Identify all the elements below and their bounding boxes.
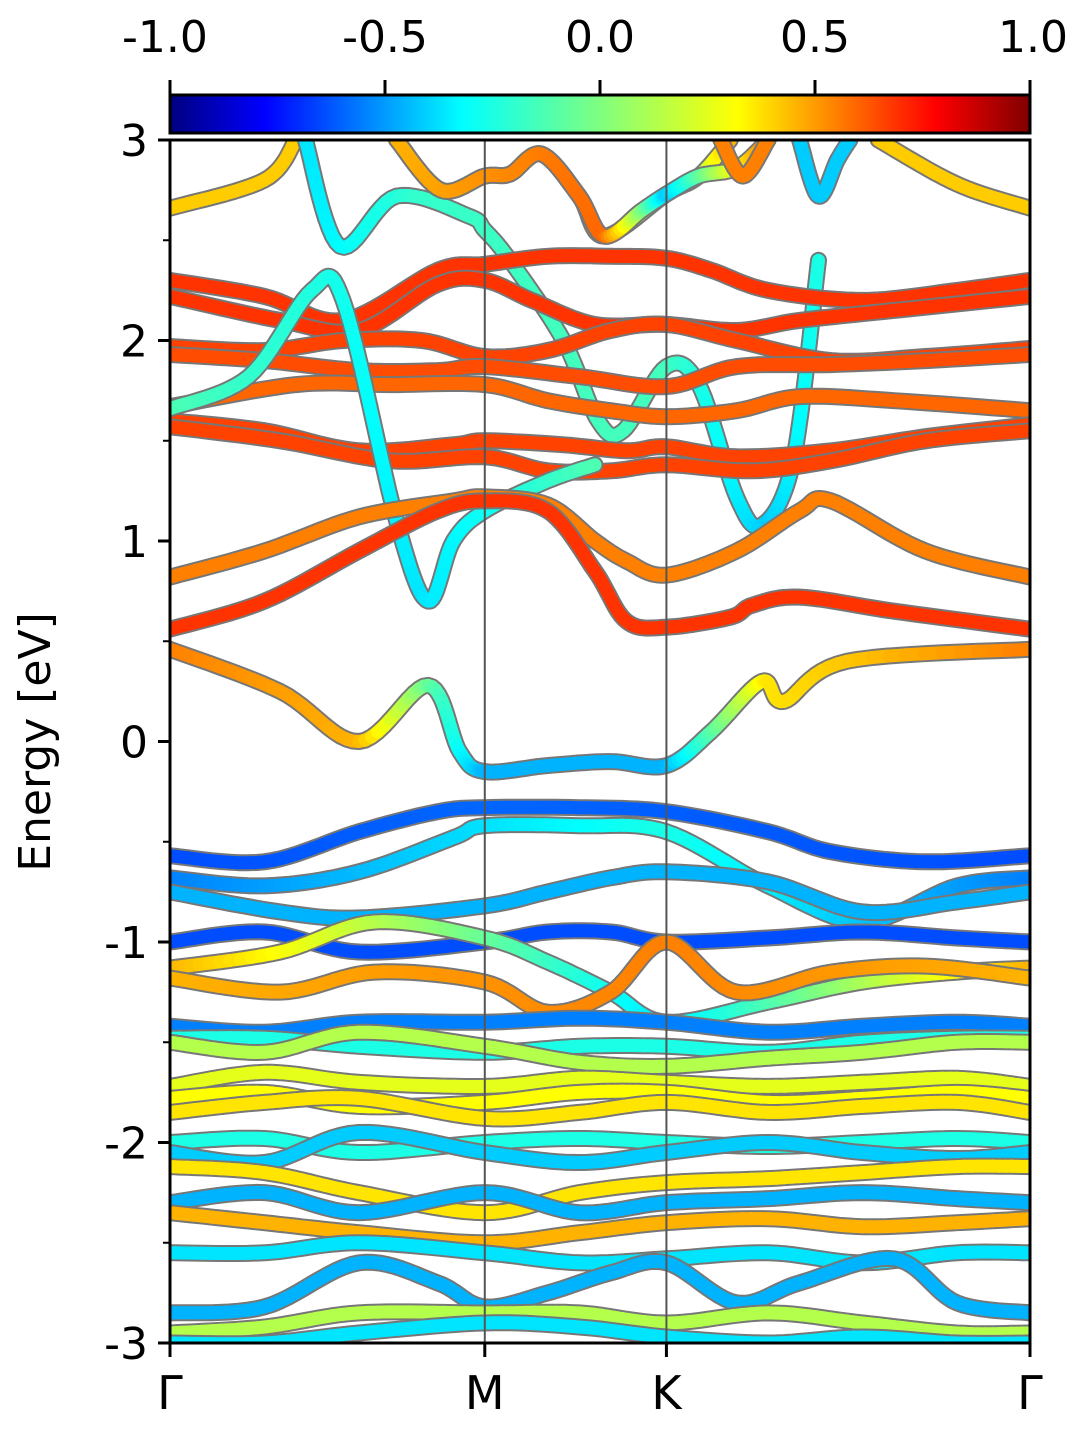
colorbar [170,95,1030,133]
colorbar-tick-label: -1.0 [122,12,208,63]
y-tick-label: -3 [104,1319,148,1370]
band-lines [170,140,1030,1344]
band-18 [170,807,1030,863]
y-tick-label: -1 [104,918,148,969]
y-axis-label: Energy [eV] [10,612,61,872]
band-segment [593,465,595,466]
x-tick-label: M [465,1366,505,1420]
colorbar-tick-label: 0.5 [780,12,850,63]
y-axis: -3 -2 -1 0 1 2 3 [104,116,170,1370]
colorbar-tick-label: -0.5 [342,12,428,63]
y-tick-label: 0 [120,718,148,769]
band-24 [170,1018,1030,1032]
band-segment [817,260,818,270]
band-5 [800,140,850,196]
y-tick-label: 3 [120,116,148,167]
colorbar-ticks: -1.0 -0.5 0.0 0.5 1.0 [122,12,1068,95]
band-17 [170,649,1030,772]
x-tick-label: Γ [157,1366,183,1420]
x-tick-label: K [651,1366,683,1420]
band-6 [878,140,1030,208]
band-0 [170,140,296,208]
y-tick-label: 1 [120,517,148,568]
colorbar-tick-label: 1.0 [998,12,1068,63]
x-tick-label: Γ [1017,1366,1043,1420]
band-29 [170,1098,1030,1119]
y-tick-label: -2 [104,1119,148,1170]
y-tick-label: 2 [120,317,148,368]
band-16 [170,501,1030,629]
colorbar-tick-label: 0.0 [565,12,635,63]
